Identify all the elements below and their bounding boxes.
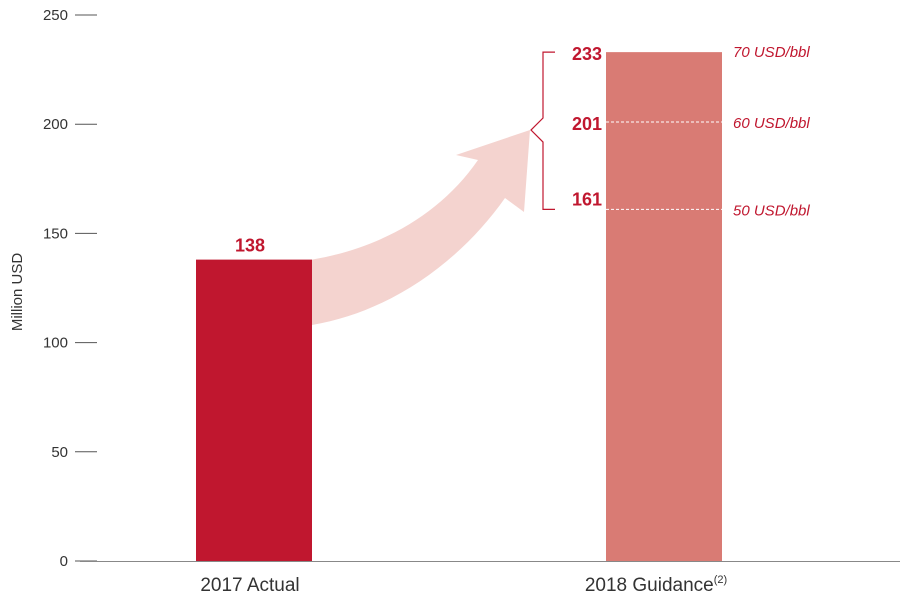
bar-value-label: 138 bbox=[235, 236, 265, 256]
category-label-text: 2017 Actual bbox=[200, 575, 299, 596]
guidance-value-label: 233 bbox=[572, 44, 602, 64]
y-tick-label: 50 bbox=[51, 444, 68, 461]
growth-arrow bbox=[312, 130, 530, 325]
category-footnote-marker: (2) bbox=[714, 574, 727, 586]
y-tick-label: 0 bbox=[60, 553, 68, 570]
oil-price-scenario-label: 70 USD/bbl bbox=[733, 44, 810, 61]
y-axis-title: Million USD bbox=[9, 253, 26, 332]
x-category-label: 2018 Guidance(2) bbox=[585, 574, 727, 596]
x-category-label: 2017 Actual bbox=[200, 575, 299, 596]
bar-2018-guidance bbox=[606, 52, 722, 562]
guidance-value-label: 201 bbox=[572, 114, 602, 134]
y-tick-label: 150 bbox=[43, 225, 68, 242]
guidance-range-brace bbox=[530, 51, 555, 210]
oil-price-scenario-label: 50 USD/bbl bbox=[733, 202, 810, 219]
oil-price-scenario-label: 60 USD/bbl bbox=[733, 115, 810, 132]
y-tick-label: 250 bbox=[43, 7, 68, 24]
bar-2017-actual bbox=[196, 259, 312, 561]
category-label-text: 2018 Guidance bbox=[585, 575, 714, 596]
guidance-value-label: 161 bbox=[572, 189, 602, 209]
y-tick-label: 200 bbox=[43, 116, 68, 133]
y-tick-label: 100 bbox=[43, 335, 68, 352]
